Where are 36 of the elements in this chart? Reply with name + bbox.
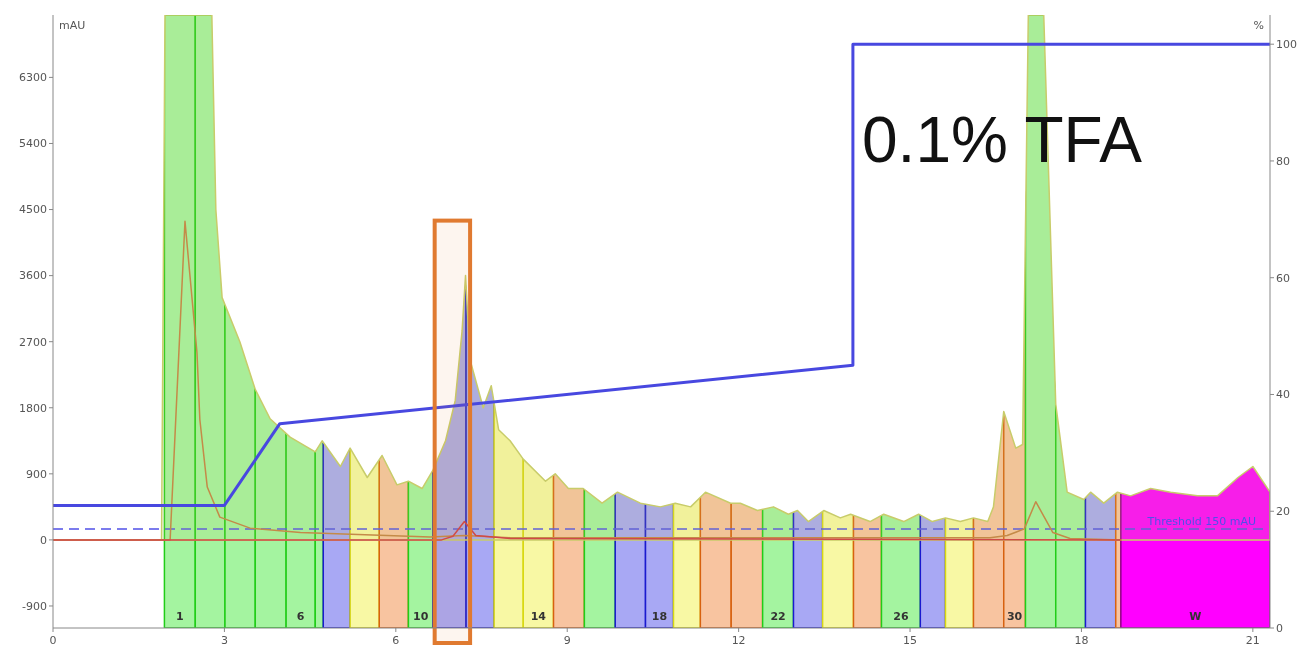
band-label: 30 [1006,610,1023,623]
y2-tick-label: 40 [1276,388,1290,402]
x-tick-label: 21 [1245,634,1260,647]
band-label: W [1189,610,1202,623]
band-label: 1 [176,610,184,623]
y-tick-label: -900 [22,599,47,613]
y-tick-label: 6300 [19,71,47,85]
x-tick-label: 0 [49,634,57,647]
y-tick-label: 0 [40,533,47,547]
ref-line-label: Threshold 150 mAU [1146,514,1256,528]
line-series [53,520,1123,541]
y-tick-label: 900 [26,467,47,481]
y2-axis-title: % [1253,19,1264,32]
x-tick-label: 12 [731,634,746,647]
y2-tick-label: 0 [1276,621,1283,635]
y-axis-title: mAU [59,19,86,32]
x-tick-label: 15 [903,634,918,647]
y2-tick-label: 80 [1276,154,1290,168]
y-tick-label: 3600 [19,269,47,283]
y2-tick-label: 20 [1276,505,1290,519]
y-tick-label: 1800 [19,401,47,415]
band-label: 6 [296,610,305,623]
band-label: 14 [530,610,547,623]
y-tick-label: 2700 [19,335,47,349]
y2-tick-label: 60 [1276,271,1290,285]
x-tick-label: 18 [1074,634,1089,647]
x-tick-label: 6 [392,634,400,647]
band-label: 22 [770,610,786,623]
band-label: 10 [413,610,429,623]
y2-tick-label: 100 [1276,38,1297,52]
y-tick-label: 4500 [19,203,47,217]
y-tick-label: 5400 [19,137,47,151]
band-label: 26 [893,610,909,623]
x-tick-label: 3 [220,634,228,647]
band-label: 18 [651,610,668,623]
x-tick-label: 9 [563,634,571,647]
